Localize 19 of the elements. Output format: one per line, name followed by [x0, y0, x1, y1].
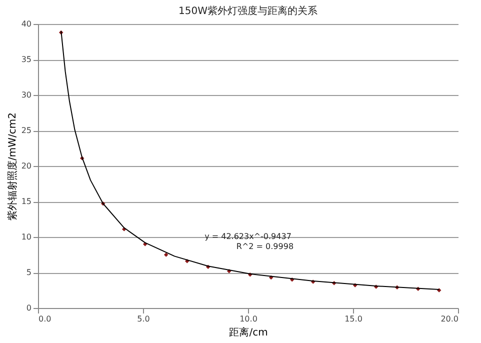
x-tick-label: 20.0	[440, 314, 458, 324]
y-tick-label: 10	[21, 232, 32, 242]
y-tick-label: 20	[21, 162, 32, 170]
x-tick-label: 0.0	[38, 314, 52, 324]
y-tick-label: 25	[21, 126, 32, 135]
y-tick-label: 35	[21, 55, 32, 64]
chart-title: 150W紫外灯强度与距离的关系	[178, 5, 318, 17]
x-tick-label: 10.0	[240, 314, 258, 324]
annotation: R^2 = 0.9998	[236, 242, 294, 251]
x-tick-label: 5.0	[137, 314, 150, 324]
y-tick-label: 40	[21, 20, 32, 28]
x-axis-title: 距离/cm	[229, 326, 268, 338]
annotation: y = 42.623x^-0.9437	[204, 232, 292, 241]
y-tick-label: 0	[26, 304, 32, 312]
y-tick-label: 30	[21, 90, 32, 100]
x-tick-label: 15.0	[344, 314, 362, 324]
y-tick-label: 15	[21, 197, 32, 206]
y-tick-label: 5	[26, 268, 32, 277]
y-axis-title: 紫外辐射照度/mW/cm2	[6, 112, 18, 220]
